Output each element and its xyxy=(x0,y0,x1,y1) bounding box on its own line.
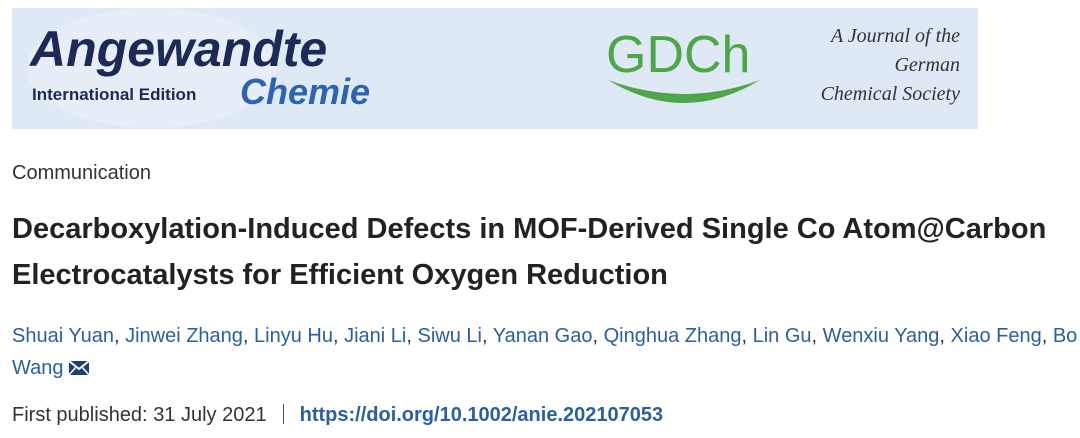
society-logo: GDCh xyxy=(606,26,750,84)
author[interactable]: Yanan Gao xyxy=(493,325,604,347)
published-date: 31 July 2021 xyxy=(153,404,267,426)
journal-name: Angewandte xyxy=(28,21,327,77)
separator xyxy=(282,404,284,424)
banner-glow xyxy=(27,8,277,128)
society-tagline: German xyxy=(894,54,960,76)
society-tagline: Chemical Society xyxy=(821,83,961,105)
doi-link[interactable]: https://doi.org/10.1002/anie.202107053 xyxy=(299,404,664,426)
author[interactable]: Jiani Li xyxy=(344,325,417,347)
society-tagline: A Journal of the xyxy=(829,25,960,47)
journal-banner[interactable]: Angewandte International Edition Chemie … xyxy=(12,8,978,129)
author[interactable]: Qinghua Zhang xyxy=(604,325,753,347)
edition: International Edition xyxy=(32,85,196,104)
author[interactable]: Wenxiu Yang xyxy=(823,325,951,347)
author[interactable]: Bo Wang xyxy=(12,325,1078,379)
author[interactable]: Xiao Feng xyxy=(951,325,1053,347)
author-list: Shuai Yuan Jinwei Zhang Linyu Hu Jiani L… xyxy=(12,320,1078,384)
article-title: Decarboxylation-Induced Defects in MOF-D… xyxy=(12,213,1047,291)
published-label: First published: xyxy=(12,404,148,426)
article-type: Communication xyxy=(12,162,151,184)
publication-info: First published: 31 July 2021 https://doi… xyxy=(12,404,663,427)
author[interactable]: Jinwei Zhang xyxy=(125,325,254,347)
author[interactable]: Siwu Li xyxy=(418,325,493,347)
banner-art: Angewandte International Edition Chemie … xyxy=(27,8,961,128)
author[interactable]: Lin Gu xyxy=(753,325,823,347)
email-icon[interactable] xyxy=(67,360,90,376)
author[interactable]: Linyu Hu xyxy=(254,325,344,347)
author[interactable]: Shuai Yuan xyxy=(12,325,125,347)
logo-arc xyxy=(608,80,760,103)
journal-subname: Chemie xyxy=(240,71,370,112)
